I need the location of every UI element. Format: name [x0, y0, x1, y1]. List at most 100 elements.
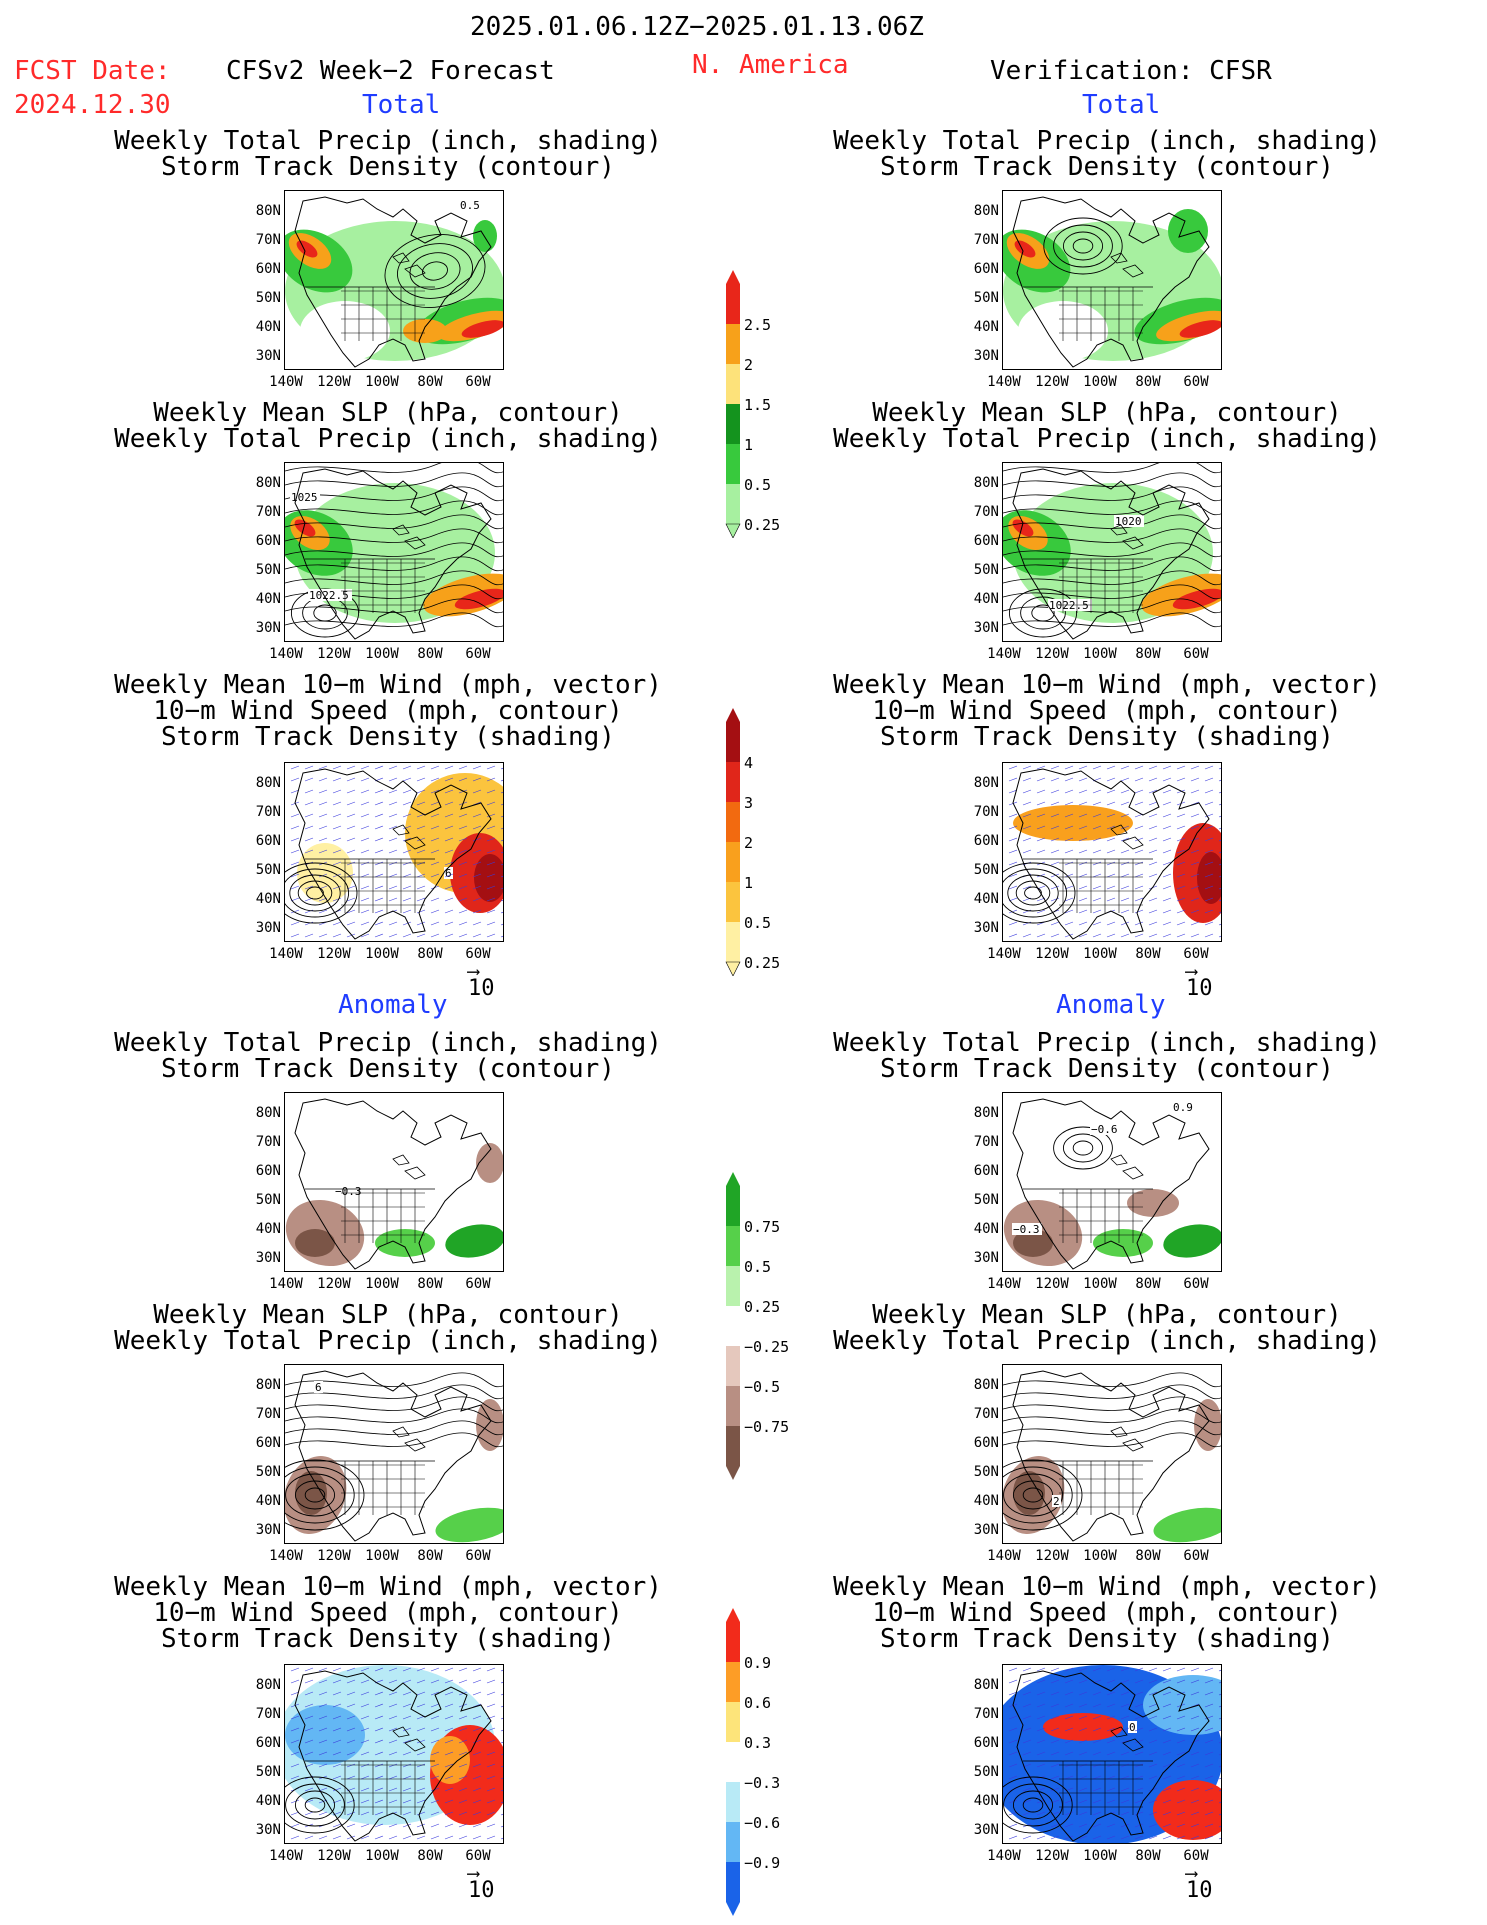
lat-tick-label: 80N — [255, 1377, 281, 1393]
colorbar-swatch — [726, 842, 740, 882]
contour-label: 0 — [1129, 1721, 1136, 1734]
colorbar-label: 0.5 — [744, 476, 772, 494]
lat-tick-label: 70N — [973, 232, 999, 248]
lat-tick-label: 30N — [973, 1822, 999, 1838]
lon-tick-label: 100W — [1083, 1548, 1117, 1564]
lon-tick-label: 80W — [417, 1548, 443, 1564]
lon-tick-label: 60W — [1183, 374, 1209, 390]
lat-tick-label: 40N — [255, 891, 281, 907]
lat-tick-label: 60N — [255, 261, 281, 277]
lon-tick-label: 140W — [987, 646, 1021, 662]
lon-tick-label: 120W — [317, 1276, 351, 1292]
colorbar-label: −0.9 — [744, 1854, 781, 1872]
lat-tick-label: 70N — [973, 1406, 999, 1422]
lon-tick-label: 140W — [987, 1848, 1021, 1864]
lon-tick-label: 140W — [987, 1276, 1021, 1292]
contour-label: 1020 — [1115, 515, 1142, 528]
region-name: N. America — [692, 50, 849, 80]
colorbar-swatch — [726, 802, 740, 842]
colorbar-swatch — [726, 1386, 740, 1426]
lat-tick-label: 40N — [255, 591, 281, 607]
forecast-total-label: Total — [362, 90, 441, 120]
lat-tick-label: 30N — [255, 620, 281, 636]
lon-tick-label: 140W — [269, 1848, 303, 1864]
contour-label: −0.3 — [335, 1185, 362, 1198]
lat-tick-label: 40N — [255, 1793, 281, 1809]
map-forecast-total-precip: 0.5 — [284, 190, 504, 370]
contour-label: −0.3 — [1013, 1223, 1040, 1236]
colorbar-swatch — [726, 444, 740, 484]
colorbar-label: 0.3 — [744, 1734, 772, 1752]
lat-tick-label: 80N — [255, 775, 281, 791]
lat-tick-label: 80N — [255, 1677, 281, 1693]
colorbar-swatch — [726, 1622, 740, 1662]
colorbar-label: 0.75 — [744, 1218, 781, 1236]
colorbar-swatch — [726, 1306, 740, 1346]
colorbar-swatch — [726, 1662, 740, 1702]
lon-tick-label: 140W — [269, 946, 303, 962]
lon-tick-label: 60W — [465, 1548, 491, 1564]
colorbar-graphic — [726, 1172, 740, 1480]
lat-tick-label: 50N — [255, 290, 281, 306]
lat-tick-label: 80N — [973, 1105, 999, 1121]
colorbar-label: 0.5 — [744, 914, 772, 932]
contour-label: −0.6 — [1091, 1123, 1118, 1136]
colorbar-swatch — [726, 284, 740, 324]
lon-tick-label: 60W — [465, 1276, 491, 1292]
panel-title: Weekly Mean SLP (hPa, contour) Weekly Tot… — [114, 398, 662, 454]
panel-title: Weekly Mean 10−m Wind (mph, vector) 10−m … — [833, 1572, 1381, 1654]
lon-tick-label: 120W — [1035, 646, 1069, 662]
lon-tick-label: 60W — [465, 646, 491, 662]
model-name: CFSv2 Week−2 Forecast — [226, 56, 555, 86]
colorbar-swatch — [726, 1186, 740, 1226]
lon-tick-label: 80W — [1135, 1548, 1161, 1564]
colorbar-swatch — [726, 1822, 740, 1862]
lon-tick-label: 60W — [1183, 1548, 1209, 1564]
verification-label: Verification: CFSR — [990, 56, 1272, 86]
lon-tick-label: 80W — [1135, 946, 1161, 962]
lat-tick-label: 30N — [973, 1522, 999, 1538]
colorbar-swatch — [726, 1702, 740, 1742]
lat-tick-label: 80N — [973, 203, 999, 219]
map-forecast-total-wind: 6 — [284, 762, 504, 942]
contour-label: 0.5 — [460, 199, 480, 212]
colorbar-graphic — [726, 1608, 740, 1916]
lat-tick-label: 30N — [255, 1250, 281, 1266]
map-forecast-anomaly-wind — [284, 1664, 504, 1844]
contour-label: 2 — [1053, 1495, 1060, 1508]
lat-tick-label: 80N — [973, 1377, 999, 1393]
lat-tick-label: 60N — [973, 1163, 999, 1179]
lon-tick-label: 100W — [365, 1848, 399, 1864]
map-verification-total-wind — [1002, 762, 1222, 942]
colorbar-swatch — [726, 1266, 740, 1306]
lon-tick-label: 100W — [1083, 1848, 1117, 1864]
panel-title: Weekly Mean SLP (hPa, contour) Weekly Tot… — [833, 398, 1381, 454]
map-verification-total-precip — [1002, 190, 1222, 370]
colorbar-label: 2 — [744, 356, 754, 374]
colorbar-label: 0.25 — [744, 954, 781, 972]
colorbar-storm-track-total: 4 3 2 1 0.5 0.25 — [724, 708, 780, 980]
lat-tick-label: 50N — [255, 862, 281, 878]
colorbar-precip-anomaly: 0.75 0.5 0.25 −0.25 −0.5 −0.75 — [724, 1172, 789, 1484]
contour-label: 1022.5 — [1049, 599, 1089, 612]
lon-tick-label: 120W — [1035, 1848, 1069, 1864]
lon-tick-label: 140W — [987, 374, 1021, 390]
lon-tick-label: 80W — [1135, 374, 1161, 390]
lon-tick-label: 140W — [269, 374, 303, 390]
lat-tick-label: 60N — [255, 1163, 281, 1179]
vector-reference: ⟶ 10 — [468, 1863, 495, 1904]
lat-tick-label: 40N — [255, 1221, 281, 1237]
forecast-period: 2025.01.06.12Z−2025.01.13.06Z — [470, 12, 924, 42]
colorbar-swatch — [726, 1226, 740, 1266]
lat-tick-label: 70N — [255, 1134, 281, 1150]
panel-title: Weekly Total Precip (inch, shading) Storm… — [114, 126, 662, 182]
lat-tick-label: 70N — [255, 1706, 281, 1722]
colorbar-label: 0.9 — [744, 1654, 772, 1672]
lat-tick-label: 60N — [973, 261, 999, 277]
colorbar-swatch — [726, 1742, 740, 1782]
lon-tick-label: 80W — [1135, 646, 1161, 662]
lon-tick-label: 100W — [1083, 1276, 1117, 1292]
vector-reference: ⟶ 10 — [1186, 1863, 1213, 1904]
lat-tick-label: 60N — [255, 533, 281, 549]
colorbar-swatch — [726, 484, 740, 524]
